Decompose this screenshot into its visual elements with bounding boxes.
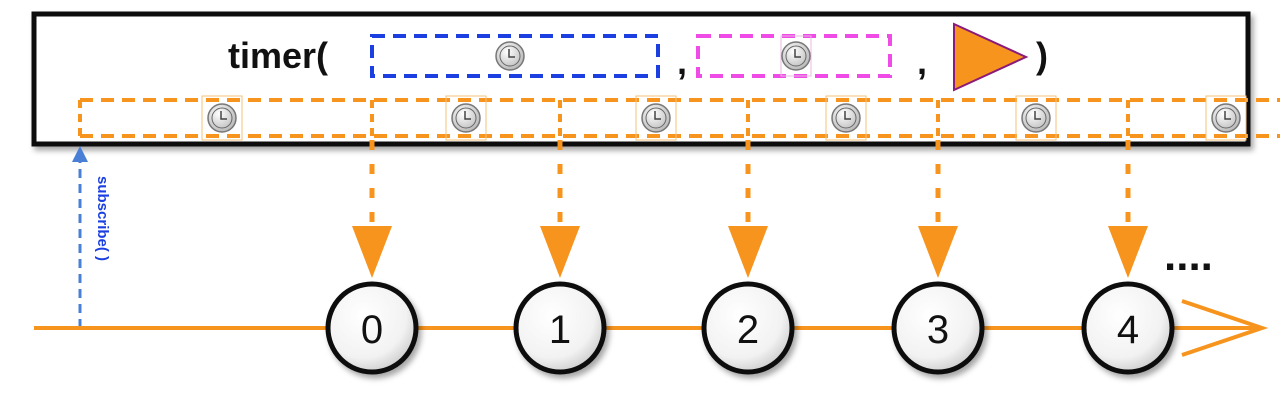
- marble-label: 3: [927, 308, 949, 352]
- arrow-down-icon: [728, 226, 768, 278]
- clock-icon: [1205, 95, 1247, 141]
- ellipsis: ....: [1164, 231, 1213, 280]
- marble: 2: [701, 281, 795, 375]
- marbles: 0 1 2 3 4: [325, 281, 1175, 375]
- marble-label: 4: [1117, 308, 1139, 352]
- marble: 0: [325, 281, 419, 375]
- marble-label: 2: [737, 308, 759, 352]
- period-param: [696, 34, 892, 78]
- marble: 1: [513, 281, 607, 375]
- clock-icon: [635, 95, 677, 141]
- marble: 3: [891, 281, 985, 375]
- arrow-down-icon: [1108, 226, 1148, 278]
- operator-close: ): [1036, 35, 1048, 76]
- arrow-down-icon: [918, 226, 958, 278]
- clock-icon: [1015, 95, 1057, 141]
- operator-name: timer(: [228, 35, 328, 76]
- timeline: [34, 299, 1269, 357]
- clock-icon: [445, 95, 487, 141]
- timer-row: [78, 98, 1280, 138]
- marble-label: 0: [361, 308, 383, 352]
- subscribe-arrow: [72, 146, 88, 328]
- arrow-down-icon: [540, 226, 580, 278]
- param-separator-2: ,: [917, 41, 927, 82]
- clock-icon: [781, 41, 811, 71]
- clock-icon: [201, 95, 243, 141]
- timer-dividers: [370, 100, 1130, 136]
- subscribe-label: subscribe( ): [94, 176, 111, 261]
- arrow-down-icon: [352, 226, 392, 278]
- play-triangle-icon: [953, 22, 1029, 92]
- emission-arrows: [352, 140, 1148, 278]
- clock-icon: [825, 95, 867, 141]
- clock-icon: [495, 41, 525, 71]
- initial-delay-param: [370, 34, 660, 78]
- marble: 4: [1081, 281, 1175, 375]
- timer-clocks: [201, 95, 1247, 141]
- marble-label: 1: [549, 308, 571, 352]
- param-separator-1: ,: [677, 41, 687, 82]
